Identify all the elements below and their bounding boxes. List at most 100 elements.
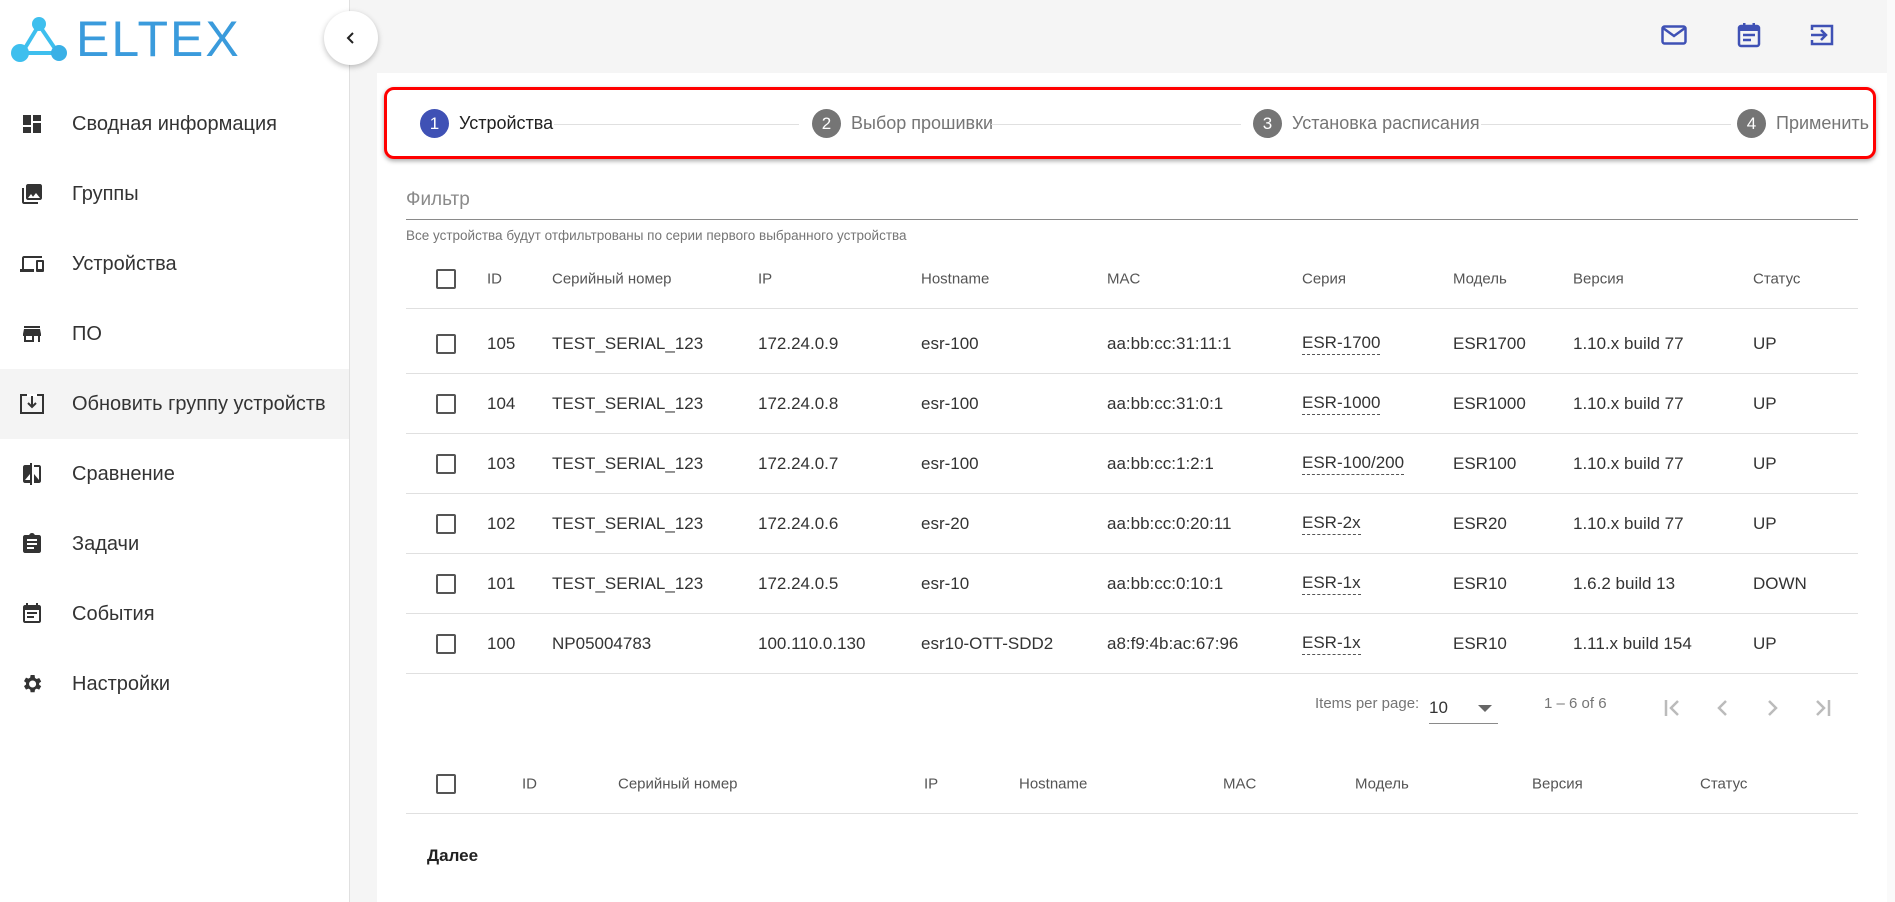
cell-mac: aa:bb:cc:1:2:1 [1107, 453, 1214, 473]
sidebar-item-devices[interactable]: Устройства [0, 229, 349, 299]
row-checkbox[interactable] [436, 453, 456, 474]
step-apply[interactable]: 4 Применить [1737, 109, 1869, 138]
next-page-button[interactable] [1759, 695, 1785, 721]
header-ip[interactable]: IP [758, 270, 773, 287]
eltex-logo-icon [11, 17, 67, 62]
cell-series[interactable]: ESR-1000 [1302, 393, 1381, 415]
table-row[interactable]: 101 TEST_SERIAL_123 172.24.0.5 esr-10 aa:bb:… [406, 554, 1858, 614]
cell-status: UP [1753, 393, 1777, 413]
step-label: Установка расписания [1292, 113, 1480, 133]
sidebar-item-update-group[interactable]: Обновить группу устройств [0, 369, 349, 439]
table-row[interactable]: 103 TEST_SERIAL_123 172.24.0.7 esr-100 aa:bb… [406, 434, 1858, 494]
header-status[interactable]: Статус [1753, 270, 1801, 287]
cell-id: 102 [487, 513, 516, 533]
filter-input[interactable]: Фильтр [406, 186, 1858, 220]
cell-id: 104 [487, 393, 516, 413]
header-serial-number[interactable]: Серийный номер [552, 270, 672, 287]
table-row[interactable]: 100 NP05004783 100.110.0.130 esr10-OTT-SDD2… [406, 614, 1858, 674]
cell-hostname: esr-100 [921, 393, 979, 413]
header-id[interactable]: ID [487, 270, 502, 287]
dashboard-icon [18, 110, 46, 138]
header-model[interactable]: Модель [1453, 270, 1507, 287]
sidebar-item-settings[interactable]: Настройки [0, 649, 349, 719]
step-number: 3 [1253, 109, 1282, 138]
sidebar-item-groups[interactable]: Группы [0, 159, 349, 229]
row-checkbox[interactable] [436, 633, 456, 654]
table-header-row[interactable]: ID Серийный номер IP Hostname MAC Серия Модель… [406, 249, 1858, 309]
table-row[interactable]: 105 TEST_SERIAL_123 172.24.0.9 esr-100 aa:bb… [406, 314, 1858, 374]
header-serial-number[interactable]: Серийный номер [618, 775, 738, 792]
logout-icon[interactable] [1807, 20, 1837, 50]
cell-hostname: esr-20 [921, 513, 970, 533]
last-page-button[interactable] [1809, 695, 1835, 721]
header-mac[interactable]: MAC [1223, 775, 1257, 792]
row-checkbox[interactable] [436, 573, 456, 594]
header-status[interactable]: Статус [1700, 775, 1748, 792]
sidebar-item-software[interactable]: ПО [0, 299, 349, 369]
cell-mac: aa:bb:cc:31:0:1 [1107, 393, 1224, 413]
cell-serial-number: TEST_SERIAL_123 [552, 393, 704, 413]
cell-series[interactable]: ESR-1x [1302, 573, 1361, 595]
next-button[interactable]: Далее [427, 846, 479, 865]
cell-serial-number: TEST_SERIAL_123 [552, 513, 704, 533]
previous-page-button[interactable] [1710, 695, 1736, 721]
page-size-select[interactable]: 10 [1429, 692, 1498, 724]
cell-series[interactable]: ESR-2x [1302, 513, 1361, 535]
header-hostname[interactable]: Hostname [1019, 775, 1088, 792]
header-ip[interactable]: IP [924, 775, 939, 792]
header-mac[interactable]: MAC [1107, 270, 1141, 287]
sidebar-item-label: Сравнение [72, 462, 175, 485]
table-row[interactable]: 102 TEST_SERIAL_123 172.24.0.6 esr-20 aa:bb:… [406, 494, 1858, 554]
sidebar-item-label: Устройства [72, 252, 177, 275]
table-row[interactable]: 104 TEST_SERIAL_123 172.24.0.8 esr-100 aa:bb… [406, 374, 1858, 434]
collapse-sidebar-button[interactable] [324, 11, 378, 65]
event-note-icon [18, 600, 46, 628]
chevron-left-icon [1717, 700, 1727, 716]
step-schedule[interactable]: 3 Установка расписания [1253, 109, 1480, 138]
step-label: Устройства [459, 113, 554, 133]
cell-series[interactable]: ESR-100/200 [1302, 453, 1405, 475]
cell-hostname: esr-100 [921, 453, 979, 473]
header-version[interactable]: Версия [1573, 270, 1624, 287]
header-id[interactable]: ID [522, 775, 537, 792]
cell-model: ESR10 [1453, 633, 1507, 653]
sidebar-item-events[interactable]: События [0, 579, 349, 649]
logo-text: ELTEX [76, 11, 241, 67]
sidebar-item-label: Обновить группу устройств [72, 392, 326, 415]
cell-ip: 100.110.0.130 [758, 633, 866, 653]
step-devices[interactable]: 1 Устройства [420, 109, 553, 138]
sidebar-nav: Сводная информация Группы Устройства ПО … [0, 89, 349, 719]
first-page-icon [1664, 700, 1679, 716]
stepper: 1 Устройства 2 Выбор прошивки 3 Установка р… [384, 87, 1876, 159]
step-connector [991, 124, 1241, 125]
row-checkbox[interactable] [436, 333, 456, 354]
first-page-button[interactable] [1660, 695, 1686, 721]
step-firmware[interactable]: 2 Выбор прошивки [812, 109, 993, 138]
devices-icon [18, 250, 46, 278]
step-connector [1481, 124, 1731, 125]
header-series[interactable]: Серия [1302, 270, 1347, 287]
calendar-icon[interactable] [1734, 20, 1764, 50]
header-model[interactable]: Модель [1355, 775, 1409, 792]
sidebar-item-compare[interactable]: Сравнение [0, 439, 349, 509]
cell-series[interactable]: ESR-1x [1302, 633, 1361, 655]
last-page-icon [1816, 700, 1831, 716]
page-range: 1 – 6 of 6 [1544, 695, 1607, 712]
cell-mac: aa:bb:cc:31:11:1 [1107, 333, 1232, 353]
select-all-checkbox[interactable] [436, 268, 456, 289]
cell-series[interactable]: ESR-1700 [1302, 333, 1381, 355]
assignment-icon [18, 530, 46, 558]
mail-icon[interactable] [1659, 20, 1689, 50]
row-checkbox[interactable] [436, 393, 456, 414]
step-label: Применить [1776, 113, 1870, 133]
sidebar-item-tasks[interactable]: Задачи [0, 509, 349, 579]
page-scrollbar[interactable] [1887, 0, 1895, 902]
sidebar-item-label: Настройки [72, 672, 171, 695]
cell-model: ESR20 [1453, 513, 1507, 533]
sidebar-item-summary[interactable]: Сводная информация [0, 89, 349, 159]
cell-version: 1.10.x build 77 [1573, 393, 1684, 413]
select-all-checkbox[interactable] [436, 773, 456, 794]
row-checkbox[interactable] [436, 513, 456, 534]
header-version[interactable]: Версия [1532, 775, 1583, 792]
header-hostname[interactable]: Hostname [921, 270, 990, 287]
